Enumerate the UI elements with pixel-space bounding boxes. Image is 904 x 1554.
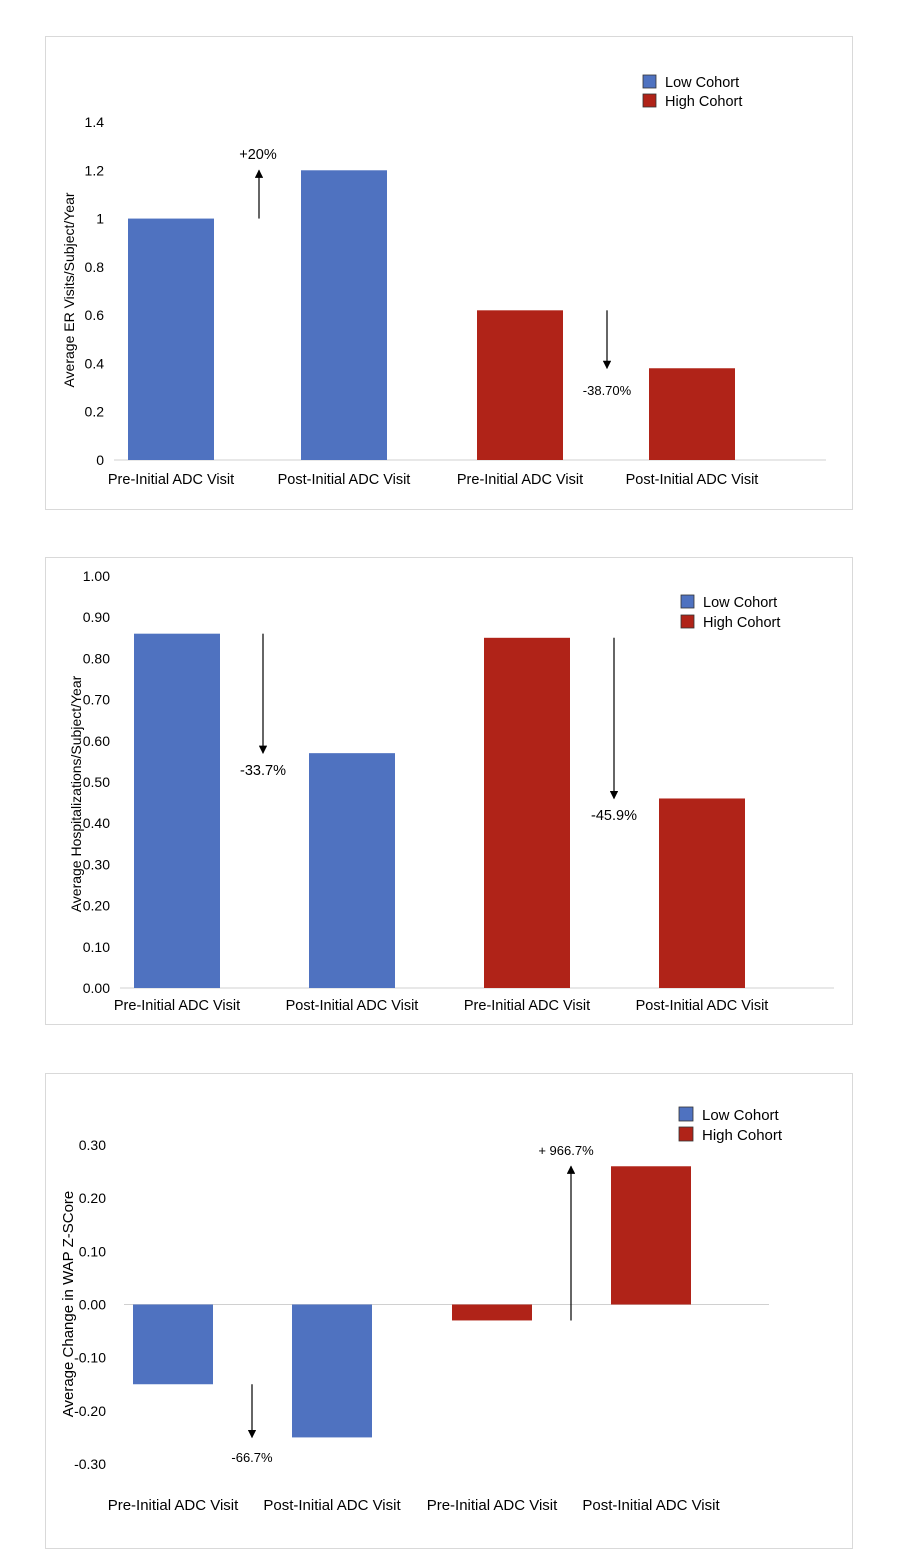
y-tick-label: 0.70 (83, 692, 110, 708)
annotation-label: +20% (239, 147, 277, 163)
x-tick-label: Post-Initial ADC Visit (582, 1497, 720, 1514)
bar-low-cohort-pre (133, 1304, 213, 1385)
y-axis-title: Average Change in WAP Z-SCore (60, 1191, 77, 1418)
x-tick-label: Post-Initial ADC Visit (286, 998, 419, 1014)
y-tick-label: 0.30 (79, 1137, 106, 1153)
wap-zscore-chart-panel: Average Change in WAP Z-SCore -0.30 -0.20… (45, 1073, 853, 1549)
bar-high-cohort-pre (477, 310, 563, 460)
bar-low-cohort-pre (128, 218, 214, 460)
y-tick-label: 0.2 (85, 404, 105, 420)
y-tick-label: 0.20 (83, 898, 110, 914)
x-tick-label: Pre-Initial ADC Visit (457, 472, 583, 488)
legend-swatch-high-cohort (642, 93, 657, 108)
y-tick-label: 0.8 (85, 259, 105, 275)
legend-label: Low Cohort (703, 595, 777, 611)
hospitalizations-chart: Average Hospitalizations/Subject/Year 0.… (68, 568, 834, 1014)
x-tick-label: Pre-Initial ADC Visit (108, 472, 234, 488)
y-axis-title: Average ER Visits/Subject/Year (61, 192, 77, 387)
x-tick-label: Post-Initial ADC Visit (263, 1497, 401, 1514)
y-tick-label: 0.20 (79, 1190, 106, 1206)
annotation-label: -38.70% (583, 383, 632, 398)
annotation-label: -33.7% (240, 763, 286, 779)
y-tick-label: 1 (96, 211, 104, 227)
bar-high-cohort-post (659, 798, 745, 988)
annotation-label: -45.9% (591, 808, 637, 824)
legend-label: High Cohort (665, 94, 742, 110)
bar-high-cohort-pre (452, 1304, 532, 1321)
y-tick-label: 0.4 (85, 355, 105, 371)
legend-label: High Cohort (703, 615, 780, 631)
y-tick-label: 0.80 (83, 650, 110, 666)
er-visits-chart: Average ER Visits/Subject/Year 0 0.2 0.4 0.… (61, 74, 826, 488)
y-tick-label: 0.00 (79, 1297, 106, 1313)
legend: Low Cohort High Cohort (678, 1106, 783, 1144)
y-tick-label: 0.40 (83, 815, 110, 831)
bar-high-cohort-post (649, 368, 735, 460)
legend: Low Cohort High Cohort (680, 594, 780, 631)
y-axis-title: Average Hospitalizations/Subject/Year (68, 675, 84, 912)
y-tick-label: 1.4 (85, 114, 105, 130)
y-axis: Average Change in WAP Z-SCore -0.30 -0.20… (60, 1137, 106, 1472)
legend-swatch-high-cohort (680, 614, 695, 629)
y-tick-label: 0.00 (83, 980, 110, 996)
wap-zscore-chart: Average Change in WAP Z-SCore -0.30 -0.20… (60, 1106, 783, 1514)
y-axis: Average Hospitalizations/Subject/Year 0.… (68, 568, 110, 996)
x-tick-label: Pre-Initial ADC Visit (108, 1497, 239, 1514)
y-tick-label: 0.30 (83, 856, 110, 872)
y-tick-label: 0.90 (83, 609, 110, 625)
y-tick-label: 0.10 (79, 1243, 106, 1259)
y-tick-label: -0.30 (74, 1456, 106, 1472)
bar-high-cohort-pre (484, 637, 570, 988)
x-tick-label: Pre-Initial ADC Visit (464, 998, 590, 1014)
y-tick-label: 0.6 (85, 307, 105, 323)
x-tick-label: Post-Initial ADC Visit (626, 472, 759, 488)
legend-swatch-low-cohort (678, 1106, 694, 1122)
annotation-label: + 966.7% (538, 1143, 594, 1158)
bar-low-cohort-post (309, 753, 395, 988)
y-tick-label: 0 (96, 452, 104, 468)
legend-swatch-low-cohort (680, 594, 695, 609)
y-axis: Average ER Visits/Subject/Year 0 0.2 0.4 0.… (61, 114, 104, 468)
x-tick-label: Post-Initial ADC Visit (636, 998, 769, 1014)
x-tick-label: Post-Initial ADC Visit (278, 472, 411, 488)
y-tick-label: 0.10 (83, 939, 110, 955)
bar-high-cohort-post (611, 1166, 691, 1305)
y-tick-label: 1.00 (83, 568, 110, 584)
bar-low-cohort-pre (134, 633, 220, 988)
er-visits-chart-panel: Average ER Visits/Subject/Year 0 0.2 0.4 0.… (45, 36, 853, 510)
legend: Low Cohort High Cohort (642, 74, 742, 110)
bar-low-cohort-post (292, 1304, 372, 1438)
y-tick-label: -0.20 (74, 1403, 106, 1419)
annotation-label: -66.7% (231, 1450, 273, 1465)
x-tick-label: Pre-Initial ADC Visit (427, 1497, 558, 1514)
hospitalizations-chart-panel: Average Hospitalizations/Subject/Year 0.… (45, 557, 853, 1025)
legend-label: Low Cohort (665, 75, 739, 91)
bar-low-cohort-post (301, 170, 387, 461)
legend-label: High Cohort (702, 1127, 783, 1144)
legend-swatch-high-cohort (678, 1126, 694, 1142)
legend-swatch-low-cohort (642, 74, 657, 89)
y-tick-label: 0.60 (83, 733, 110, 749)
legend-label: Low Cohort (702, 1107, 780, 1124)
y-tick-label: -0.10 (74, 1350, 106, 1366)
y-tick-label: 0.50 (83, 774, 110, 790)
x-tick-label: Pre-Initial ADC Visit (114, 998, 240, 1014)
y-tick-label: 1.2 (85, 162, 105, 178)
